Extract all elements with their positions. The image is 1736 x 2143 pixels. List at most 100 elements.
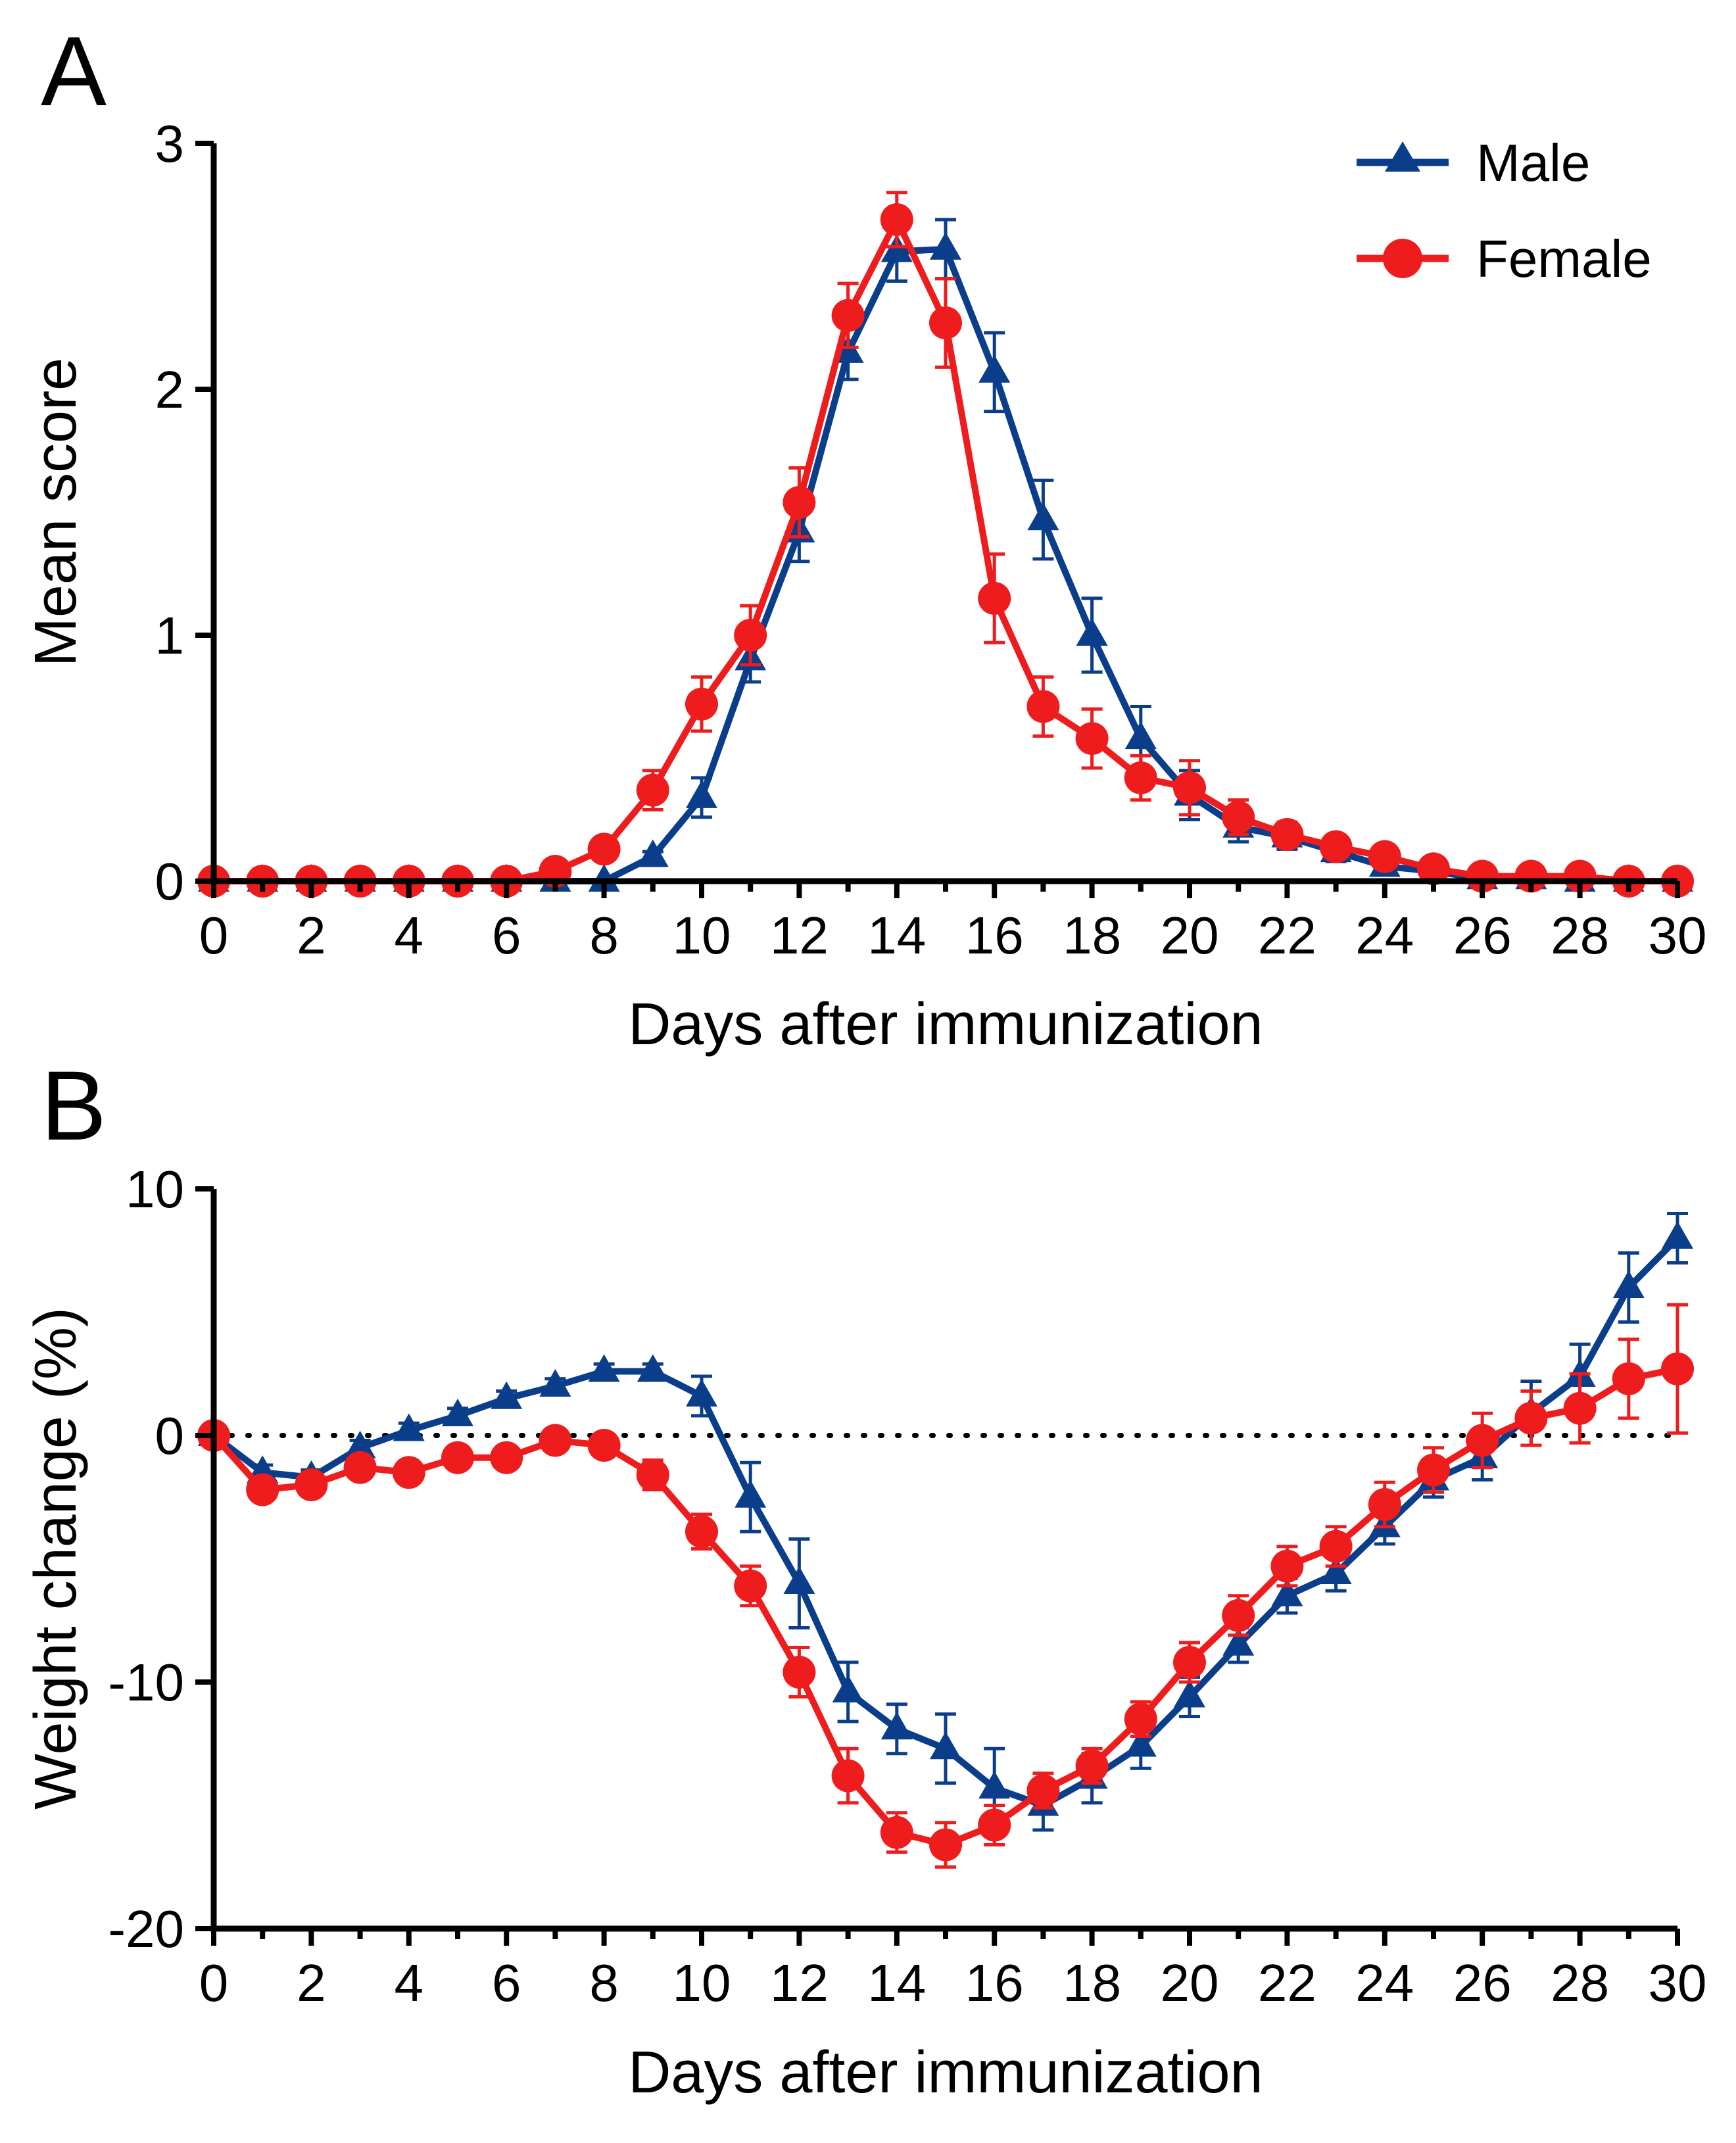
panel-b-male-point bbox=[491, 1381, 523, 1409]
panel-b-female-point bbox=[1514, 1401, 1548, 1435]
panel-a-x-tick-label: 6 bbox=[492, 906, 521, 965]
panel-a-x-tick-label: 22 bbox=[1258, 906, 1316, 965]
panel-b-male-point bbox=[1662, 1221, 1693, 1249]
panel-b-female-point bbox=[1026, 1774, 1060, 1807]
panel-b-x-tick-label: 28 bbox=[1551, 1954, 1609, 2012]
panel-a-female-point bbox=[978, 581, 1011, 615]
panel-b-female-point bbox=[880, 1816, 913, 1849]
panel-a-male-point bbox=[1124, 721, 1157, 750]
panel-a-x-tick-label: 0 bbox=[199, 906, 229, 965]
panel-b-female-point bbox=[734, 1569, 767, 1602]
panel-a-x-tick-label: 16 bbox=[965, 906, 1024, 965]
panel-b-x-tick-label: 4 bbox=[395, 1954, 424, 2012]
panel-b-x-tick-label: 12 bbox=[770, 1954, 829, 2012]
panel-b-female-point bbox=[1173, 1646, 1206, 1679]
panel-b-axes bbox=[210, 1189, 1677, 1932]
panel-a-female-point bbox=[734, 619, 767, 652]
panel-a-female-point bbox=[1173, 771, 1206, 804]
panel-b-male-point bbox=[1222, 1627, 1255, 1656]
panel-b-male-point bbox=[880, 1712, 913, 1740]
panel-b-x-tick-label: 22 bbox=[1258, 1954, 1316, 2012]
panel-b-male-point bbox=[1612, 1270, 1645, 1298]
panel-b-female-point bbox=[392, 1456, 425, 1489]
panel-b-y-axis-title: Weight change (%) bbox=[23, 1307, 89, 1810]
panel-b-male-point bbox=[1320, 1556, 1352, 1584]
panel-b-male-point bbox=[735, 1480, 767, 1508]
panel-b-male-point bbox=[442, 1399, 473, 1426]
panel-a-male-point bbox=[1076, 618, 1108, 646]
legend-male-label: Male bbox=[1476, 133, 1590, 192]
legend-male-triangle-icon bbox=[1385, 141, 1420, 172]
panel-b-x-tick-label: 18 bbox=[1063, 1954, 1121, 2012]
panel-a-x-tick-label: 30 bbox=[1649, 906, 1707, 965]
panel-a-y-tick-label: 0 bbox=[155, 852, 185, 911]
panel-b-male-point bbox=[344, 1430, 376, 1458]
panel-b-male-point bbox=[588, 1354, 620, 1382]
panel-b-female-point bbox=[1612, 1362, 1645, 1395]
panel-a-female-point bbox=[1270, 817, 1304, 851]
panel-a-male-point bbox=[930, 231, 961, 260]
panel-a-y-axis-title: Mean score bbox=[23, 358, 89, 667]
panel-b-female-point bbox=[295, 1468, 328, 1501]
panel-b-x-axis-title: Days after immunization bbox=[628, 2040, 1263, 2106]
panel-a-y-tick-label: 1 bbox=[155, 606, 185, 665]
panel-b-x-tick-label: 14 bbox=[867, 1954, 926, 2012]
panel-b-male-point bbox=[637, 1354, 669, 1382]
panel-a-female-point bbox=[1075, 722, 1109, 756]
panel-b-male-point bbox=[978, 1771, 1011, 1799]
panel-b-male-point bbox=[930, 1731, 961, 1760]
panel-a-female-point bbox=[1026, 690, 1060, 723]
panel-b-x-tick-label: 2 bbox=[297, 1954, 326, 2012]
panel-b-x-tick-label: 30 bbox=[1649, 1954, 1707, 2012]
panel-a-female-point bbox=[880, 203, 913, 236]
panel-a-male-point bbox=[588, 864, 620, 892]
panel-b-x-tick-label: 16 bbox=[965, 1954, 1024, 2012]
panel-b-series-male bbox=[198, 1212, 1693, 1832]
panel-b-female-point bbox=[636, 1458, 669, 1491]
legend-female-label: Female bbox=[1476, 229, 1652, 288]
panel-b-female-point bbox=[1075, 1749, 1109, 1783]
panel-a-female-point bbox=[783, 486, 816, 519]
panel-a-female-point bbox=[1124, 761, 1157, 794]
panel-b-y-tick-label: 0 bbox=[155, 1407, 185, 1465]
panel-b-female-point bbox=[1466, 1424, 1499, 1457]
panel-a-male-point bbox=[978, 354, 1011, 383]
panel-b-female-point bbox=[587, 1429, 621, 1462]
panel-b-female-point bbox=[246, 1473, 279, 1506]
panel-b-female-point bbox=[1368, 1488, 1401, 1521]
panel-b-female-point bbox=[1319, 1529, 1353, 1563]
panel-a-x-tick-label: 26 bbox=[1453, 906, 1512, 965]
panel-b-female-point bbox=[1563, 1391, 1597, 1425]
panel-b-male-point bbox=[1271, 1578, 1303, 1606]
panel-b-x-tick-label: 0 bbox=[199, 1954, 229, 2012]
panel-a-female-point bbox=[1222, 800, 1255, 834]
panel-b-female-point bbox=[441, 1441, 474, 1474]
panel-b-female-point bbox=[1222, 1599, 1255, 1632]
panel-a-x-tick-label: 8 bbox=[589, 906, 619, 965]
panel-a-female-point bbox=[587, 832, 621, 866]
panel-b-male-point bbox=[1174, 1679, 1205, 1708]
panel-b-female-point bbox=[539, 1424, 572, 1457]
panel-b-female-point bbox=[783, 1656, 816, 1689]
panel-b-female-point bbox=[685, 1515, 718, 1549]
panel-a-female-point bbox=[1319, 830, 1353, 863]
panel-a-x-tick-label: 28 bbox=[1551, 906, 1609, 965]
panel-b-x-tick-label: 20 bbox=[1161, 1954, 1219, 2012]
panel-a-female-point bbox=[636, 773, 669, 807]
legend: Male Female bbox=[1357, 133, 1652, 288]
panel-a-label: A bbox=[41, 16, 107, 126]
panel-a-male-point bbox=[637, 839, 669, 867]
panel-b-series-female bbox=[197, 1303, 1694, 1869]
panel-b-x-tick-label: 6 bbox=[492, 1954, 521, 2012]
panel-b-female-point bbox=[1124, 1702, 1157, 1736]
panel-a-x-tick-label: 20 bbox=[1161, 906, 1219, 965]
panel-b-x-tick-label: 24 bbox=[1355, 1954, 1414, 2012]
panel-b-y-tick-label: -20 bbox=[108, 1900, 184, 1958]
panel-a-female-point bbox=[1514, 859, 1548, 893]
panel-a-x-tick-label: 18 bbox=[1063, 906, 1121, 965]
legend-item-female: Female bbox=[1357, 229, 1652, 288]
panel-a-female-point bbox=[1466, 859, 1499, 893]
